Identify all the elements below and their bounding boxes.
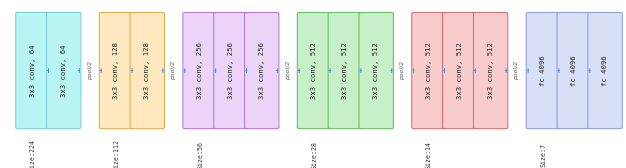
FancyBboxPatch shape xyxy=(588,12,622,129)
Text: Size:28: Size:28 xyxy=(312,141,317,168)
FancyBboxPatch shape xyxy=(412,12,446,129)
Text: 3x3 conv, 256: 3x3 conv, 256 xyxy=(228,42,234,99)
Text: 3x3 conv, 512: 3x3 conv, 512 xyxy=(457,42,463,99)
FancyBboxPatch shape xyxy=(16,12,50,129)
FancyBboxPatch shape xyxy=(183,12,217,129)
FancyBboxPatch shape xyxy=(473,12,508,129)
FancyBboxPatch shape xyxy=(213,12,248,129)
Text: Size:7: Size:7 xyxy=(540,143,546,166)
Text: pool/2: pool/2 xyxy=(285,61,290,80)
FancyBboxPatch shape xyxy=(46,12,81,129)
Text: pool/2: pool/2 xyxy=(171,61,176,80)
Text: 3x3 conv, 512: 3x3 conv, 512 xyxy=(312,42,317,99)
Text: Size:14: Size:14 xyxy=(426,141,432,168)
FancyBboxPatch shape xyxy=(526,12,560,129)
FancyBboxPatch shape xyxy=(297,12,332,129)
FancyBboxPatch shape xyxy=(245,12,279,129)
Text: Size:224: Size:224 xyxy=(30,139,36,168)
Text: 3x3 conv, 512: 3x3 conv, 512 xyxy=(426,42,432,99)
Text: Size:56: Size:56 xyxy=(197,141,203,168)
Text: pool/2: pool/2 xyxy=(515,61,520,80)
Text: 3x3 conv, 512: 3x3 conv, 512 xyxy=(373,42,379,99)
Text: 3x3 conv, 512: 3x3 conv, 512 xyxy=(342,42,348,99)
Text: fc 4096: fc 4096 xyxy=(571,55,577,86)
Text: 3x3 conv, 512: 3x3 conv, 512 xyxy=(488,42,494,99)
Text: 3x3 conv, 128: 3x3 conv, 128 xyxy=(113,42,120,99)
FancyBboxPatch shape xyxy=(130,12,165,129)
FancyBboxPatch shape xyxy=(557,12,592,129)
Text: Size:112: Size:112 xyxy=(113,139,120,168)
Text: 3x3 conv, 64: 3x3 conv, 64 xyxy=(61,44,67,97)
FancyBboxPatch shape xyxy=(328,12,362,129)
Text: pool/2: pool/2 xyxy=(88,61,93,80)
FancyBboxPatch shape xyxy=(443,12,477,129)
FancyBboxPatch shape xyxy=(100,12,134,129)
Text: 3x3 conv, 256: 3x3 conv, 256 xyxy=(197,42,203,99)
Text: fc 4096: fc 4096 xyxy=(540,55,546,86)
Text: 3x3 conv, 128: 3x3 conv, 128 xyxy=(145,42,150,99)
Text: 3x3 conv, 256: 3x3 conv, 256 xyxy=(259,42,265,99)
FancyBboxPatch shape xyxy=(359,12,393,129)
Text: 3x3 conv, 64: 3x3 conv, 64 xyxy=(30,44,36,97)
Text: fc 4096: fc 4096 xyxy=(602,55,608,86)
Text: pool/2: pool/2 xyxy=(400,61,405,80)
